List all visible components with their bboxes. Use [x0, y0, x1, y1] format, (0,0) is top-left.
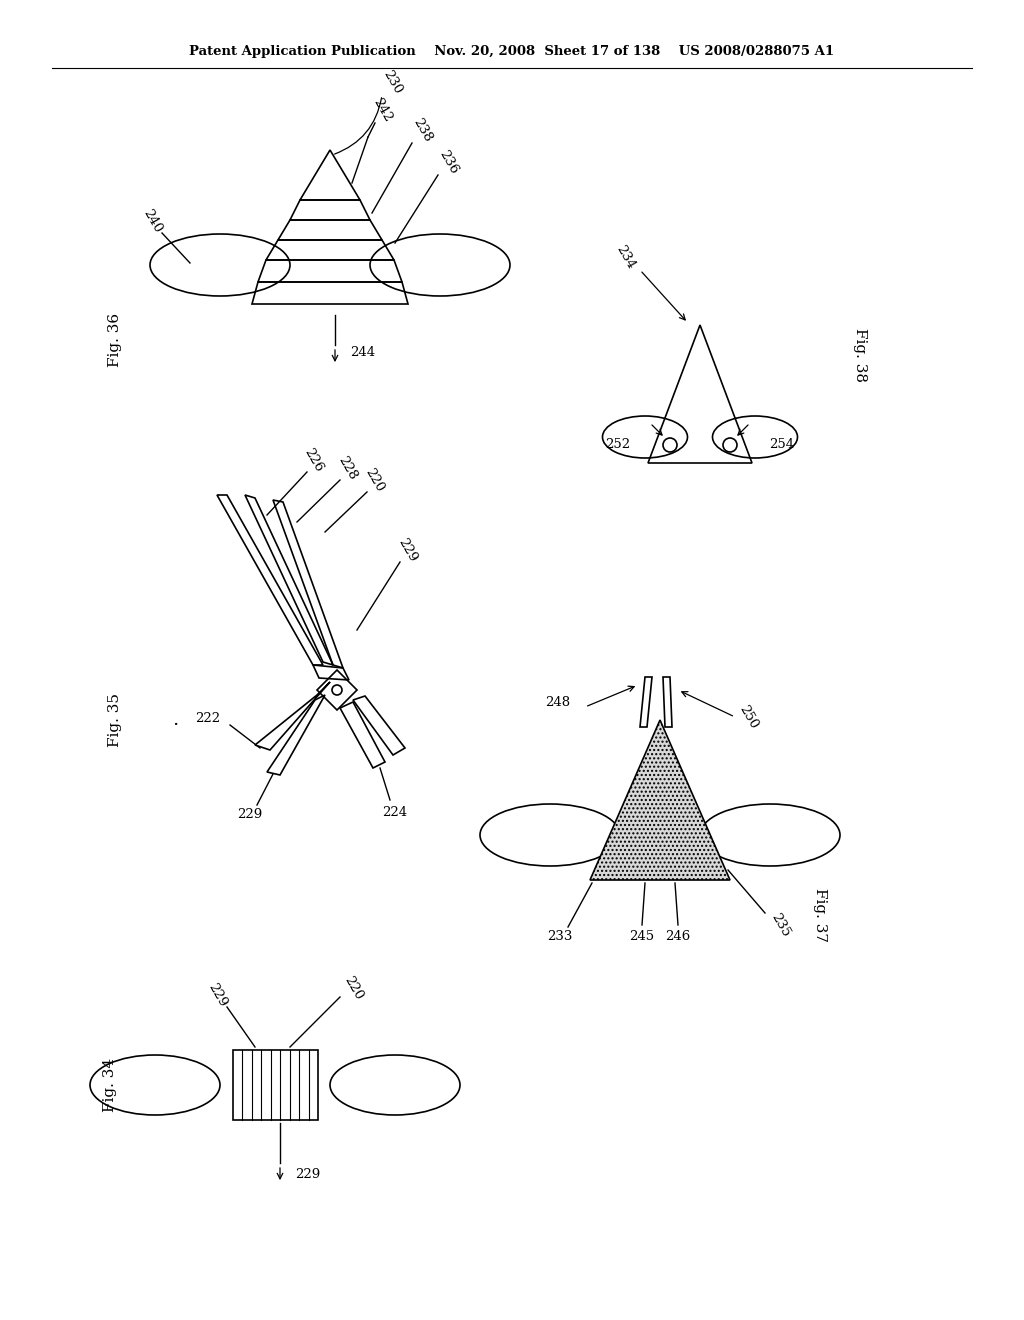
Text: 236: 236: [436, 148, 460, 177]
Text: 228: 228: [335, 454, 358, 482]
Ellipse shape: [150, 234, 290, 296]
Text: 245: 245: [630, 931, 654, 944]
Ellipse shape: [330, 1055, 460, 1115]
Text: Fig. 37: Fig. 37: [813, 888, 827, 942]
Text: 233: 233: [547, 931, 572, 944]
Ellipse shape: [700, 804, 840, 866]
Text: 250: 250: [736, 702, 760, 731]
Text: 220: 220: [341, 974, 365, 1002]
Text: 229: 229: [205, 981, 229, 1010]
Text: Fig. 38: Fig. 38: [853, 327, 867, 381]
Text: 252: 252: [605, 438, 631, 451]
Text: 229: 229: [295, 1168, 321, 1181]
Text: 230: 230: [380, 67, 403, 96]
Text: Patent Application Publication    Nov. 20, 2008  Sheet 17 of 138    US 2008/0288: Patent Application Publication Nov. 20, …: [189, 45, 835, 58]
Text: 240: 240: [140, 207, 164, 235]
Text: Fig. 36: Fig. 36: [108, 313, 122, 367]
Text: Fig. 35: Fig. 35: [108, 693, 122, 747]
Text: Fig. 34: Fig. 34: [103, 1057, 117, 1111]
Text: 226: 226: [301, 446, 325, 474]
Polygon shape: [590, 719, 730, 880]
Text: .: .: [172, 711, 178, 729]
Text: 246: 246: [666, 931, 690, 944]
Ellipse shape: [480, 804, 620, 866]
Text: 238: 238: [410, 116, 434, 144]
Text: 244: 244: [350, 346, 375, 359]
Text: 220: 220: [362, 466, 386, 494]
Ellipse shape: [602, 416, 687, 458]
Text: 222: 222: [195, 711, 220, 725]
Text: 254: 254: [769, 438, 795, 451]
Text: 224: 224: [382, 805, 408, 818]
Text: 242: 242: [370, 96, 394, 124]
Ellipse shape: [370, 234, 510, 296]
Text: 229: 229: [238, 808, 262, 821]
Text: 248: 248: [545, 697, 570, 710]
Text: 235: 235: [768, 911, 792, 940]
Ellipse shape: [713, 416, 798, 458]
Text: 229: 229: [395, 536, 419, 564]
Bar: [233, 1049, 318, 1119]
Text: 234: 234: [613, 243, 637, 271]
Ellipse shape: [90, 1055, 220, 1115]
